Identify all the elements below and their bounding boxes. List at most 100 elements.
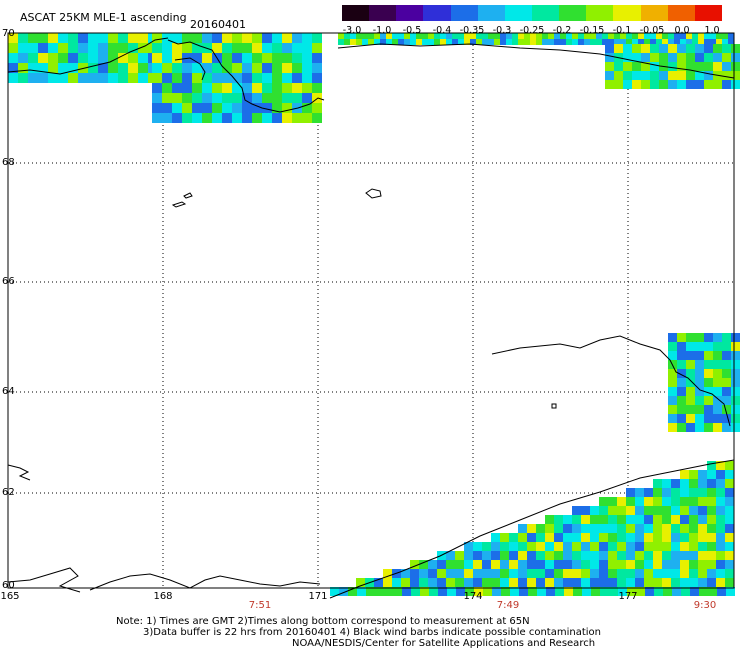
swath-pixel xyxy=(452,33,458,39)
swath-pixel xyxy=(599,569,608,578)
swath-pixel xyxy=(38,73,48,83)
swath-pixel xyxy=(704,351,713,360)
swath-pixel xyxy=(725,488,734,497)
swath-pixel xyxy=(731,62,740,71)
swath-pixel xyxy=(172,43,182,53)
swath-pixel xyxy=(192,33,202,43)
swath-pixel xyxy=(491,578,500,587)
swath-pixel xyxy=(662,578,671,587)
swath-pixel xyxy=(572,542,581,551)
swath-pixel xyxy=(474,587,483,596)
swath-pixel xyxy=(527,533,536,542)
swath-pixel xyxy=(536,560,545,569)
swath-pixel xyxy=(272,33,282,43)
swath-pixel xyxy=(416,33,422,39)
swath-pixel xyxy=(680,551,689,560)
swath-pixel xyxy=(677,405,686,414)
swath-pixel xyxy=(162,103,172,113)
swath-pixel xyxy=(716,569,725,578)
swath-pixel xyxy=(668,53,677,62)
swath-pixel xyxy=(680,533,689,542)
swath-pixel xyxy=(366,587,375,596)
swath-pixel xyxy=(602,39,608,45)
swath-pixel xyxy=(668,423,677,432)
swath-pixel xyxy=(668,44,677,53)
swath-pixel xyxy=(662,515,671,524)
swath-pixel xyxy=(599,524,608,533)
swath-pixel xyxy=(88,33,98,43)
swath-pixel xyxy=(38,43,48,53)
swath-pixel xyxy=(554,551,563,560)
swath-pixel xyxy=(128,63,138,73)
swath-pixel xyxy=(18,63,28,73)
swath-pixel xyxy=(605,80,614,89)
swath-pixel xyxy=(182,83,192,93)
swath-pixel xyxy=(686,80,695,89)
swath-pixel xyxy=(581,542,590,551)
swath-pixel xyxy=(362,33,368,39)
swath-pixel xyxy=(608,569,617,578)
swath-pixel xyxy=(707,506,716,515)
swath-pixel xyxy=(98,53,108,63)
coastlines xyxy=(7,37,735,599)
swath-pixel xyxy=(668,387,677,396)
swath-pixel xyxy=(618,587,627,596)
swath-pixel xyxy=(338,33,344,39)
swath-pixel xyxy=(78,43,88,53)
swath-pixel xyxy=(590,578,599,587)
swath-pixel xyxy=(644,542,653,551)
swath-pixel xyxy=(509,542,518,551)
swath-pixel xyxy=(464,33,470,39)
swath-pixel xyxy=(437,560,446,569)
swath-pixel xyxy=(722,33,728,39)
swath-pixel xyxy=(704,62,713,71)
swath-pixel xyxy=(641,44,650,53)
swath-pixel xyxy=(644,488,653,497)
swath-pixel xyxy=(182,113,192,123)
swath-pixel xyxy=(690,587,699,596)
swath-pixel xyxy=(716,560,725,569)
swath-pixel xyxy=(212,73,222,83)
swath-pixel xyxy=(716,497,725,506)
swath-pixel xyxy=(512,33,518,39)
swath-pixel xyxy=(473,578,482,587)
swath-pixel xyxy=(88,63,98,73)
swath-pixel xyxy=(456,587,465,596)
swath-pixel xyxy=(681,587,690,596)
swath-pixel xyxy=(686,369,695,378)
swath-pixel xyxy=(680,506,689,515)
swath-pixel xyxy=(416,39,422,45)
swath-pixel xyxy=(292,63,302,73)
swath-pixel xyxy=(668,342,677,351)
swath-pixel xyxy=(434,33,440,39)
swath-pixel xyxy=(599,542,608,551)
swath-pixel xyxy=(620,39,626,45)
swath-pixel xyxy=(262,63,272,73)
swath-pixel xyxy=(668,351,677,360)
coastline-chukotka-east xyxy=(337,43,735,79)
swath-pixel xyxy=(731,333,740,342)
swath-pixel xyxy=(695,44,704,53)
swath-pixel xyxy=(252,43,262,53)
swath-pixel xyxy=(386,33,392,39)
swath-pixel xyxy=(686,62,695,71)
swath-pixel xyxy=(716,470,725,479)
swath-pixel xyxy=(98,63,108,73)
swath-pixel xyxy=(617,551,626,560)
island-small-1 xyxy=(171,201,187,208)
swath-pixel xyxy=(419,560,428,569)
swath-pixel xyxy=(252,93,262,103)
swath-pixel xyxy=(554,33,560,39)
swath-pixel xyxy=(725,479,734,488)
swath-pixel xyxy=(222,73,232,83)
swath-pixel xyxy=(653,524,662,533)
swath-pixel xyxy=(680,515,689,524)
swath-pixel xyxy=(698,533,707,542)
swath-pixel xyxy=(731,71,740,80)
swath-pixel xyxy=(162,53,172,63)
swath-pixel xyxy=(362,39,368,45)
swath-pixel xyxy=(686,39,692,45)
lon-label-174: 174 xyxy=(463,591,483,602)
swath-pixel xyxy=(482,542,491,551)
swath-pixel xyxy=(429,587,438,596)
